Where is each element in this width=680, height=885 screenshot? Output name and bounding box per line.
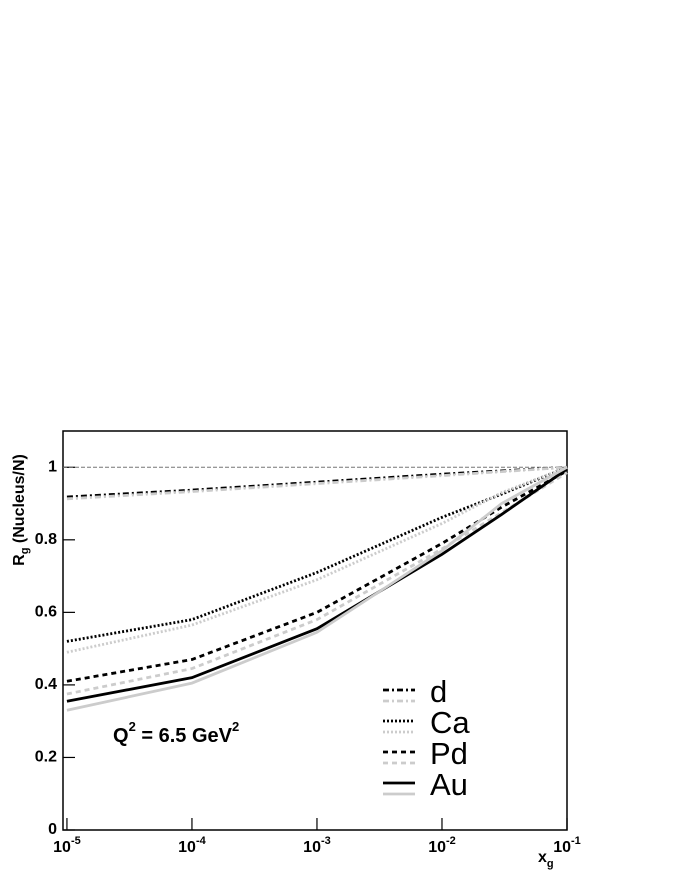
legend-label: d (430, 674, 447, 709)
series-line (66, 465, 568, 501)
annotation-unit-exp: 2 (232, 719, 239, 734)
series-line (66, 467, 568, 703)
y-axis-label: Rg (Nucleus/N) (11, 454, 31, 566)
x-tick-exponent: -2 (446, 835, 456, 847)
plot-frame (62, 430, 568, 831)
annotation: Q2 = 6.5 GeV2 (113, 719, 239, 747)
x-tick-base: 10 (178, 839, 196, 856)
y-tick-label: 0.8 (35, 531, 57, 548)
series-line (66, 471, 568, 696)
x-tick-exponent: -1 (571, 835, 581, 847)
legend-label: Ca (430, 705, 470, 740)
y-label-rest: (Nucleus/N) (11, 454, 28, 547)
x-tick-label: 10-2 (428, 835, 456, 856)
x-tick-base: 10 (303, 839, 321, 856)
x-tick-base: 10 (428, 839, 446, 856)
legend-label: Pd (430, 736, 468, 771)
y-label-main: R (11, 554, 28, 566)
legend-label: Au (430, 767, 468, 802)
y-tick-label: 0.6 (35, 604, 57, 621)
y-tick-label: 1 (48, 458, 57, 475)
x-tick-label: 10-4 (178, 835, 206, 856)
x-tick-base: 10 (553, 839, 571, 856)
series-line (66, 465, 568, 654)
y-tick-label: 0 (48, 821, 57, 838)
annotation-q: Q (113, 725, 129, 747)
x-label-main: x (538, 849, 547, 866)
x-tick-exponent: -4 (196, 835, 207, 847)
x-tick-exponent: -3 (321, 835, 331, 847)
series-line (66, 465, 568, 499)
series-line (66, 469, 568, 683)
annotation-text: = 6.5 GeV (136, 725, 233, 747)
y-label-sub: g (19, 548, 31, 555)
x-tick-exponent: -5 (71, 835, 81, 847)
y-tick-label: 0.2 (35, 749, 57, 766)
x-tick-label: 10-5 (53, 835, 81, 856)
series-line (66, 466, 568, 712)
y-tick-label: 0.4 (35, 676, 57, 693)
x-axis-label: xg (538, 849, 554, 870)
x-tick-base: 10 (53, 839, 71, 856)
x-label-sub: g (547, 858, 554, 870)
x-tick-label: 10-3 (303, 835, 331, 856)
x-tick-label: 10-1 (553, 835, 581, 856)
annotation-q-exp: 2 (129, 719, 136, 734)
